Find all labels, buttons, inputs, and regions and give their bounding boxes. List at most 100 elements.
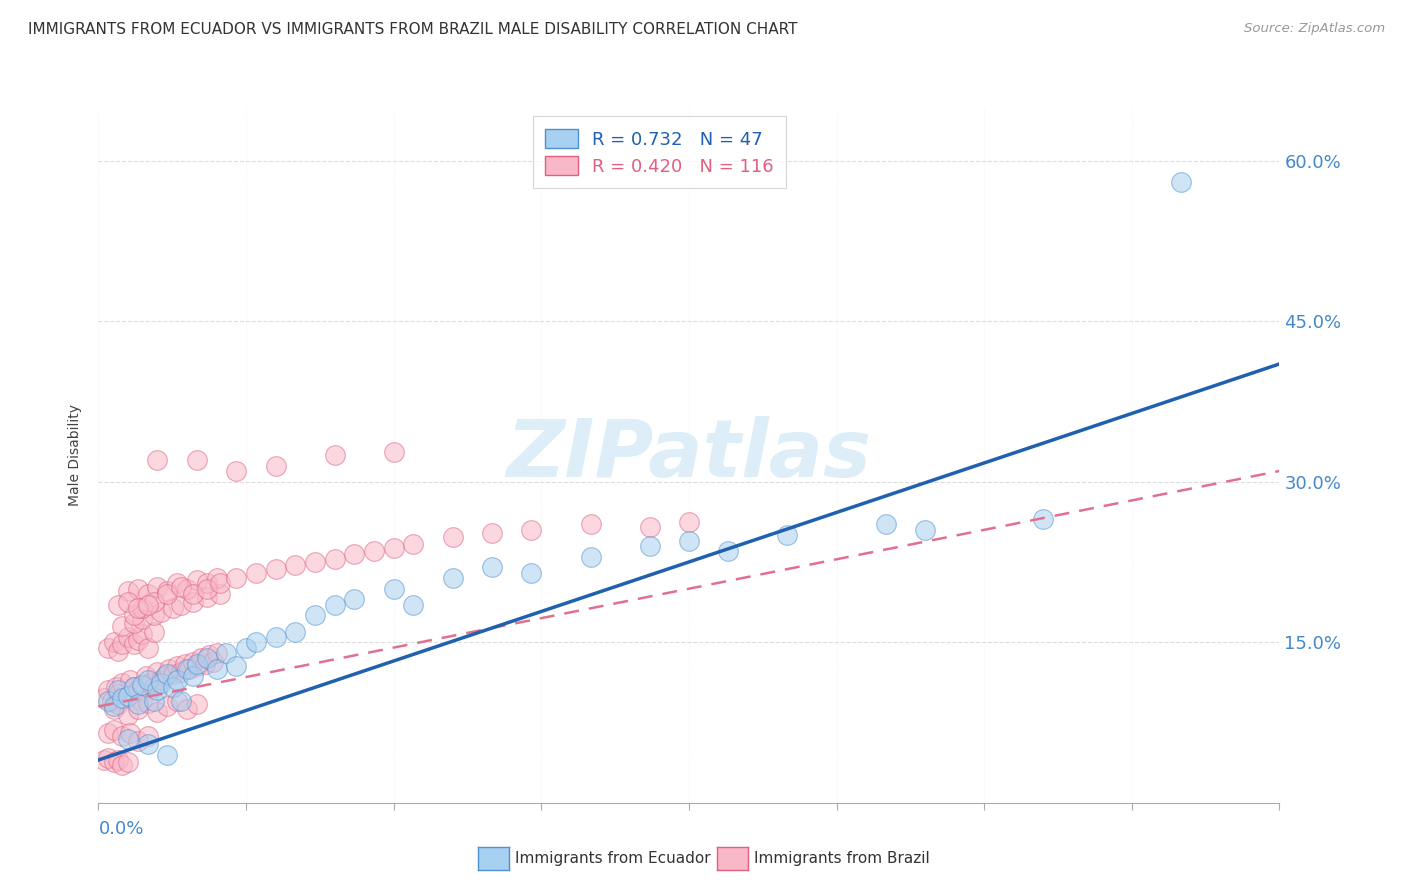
Point (323, 448, 346, 462)
Point (111, 730, 134, 744)
Point (215, 646, 238, 660)
Point (170, 694, 193, 708)
Point (441, 571, 464, 585)
Point (186, 573, 208, 587)
Point (162, 667, 184, 681)
Text: ZIPatlas: ZIPatlas (506, 416, 872, 494)
Point (481, 526, 503, 541)
Point (170, 580, 193, 594)
Point (195, 576, 218, 591)
Point (127, 601, 149, 615)
Point (146, 705, 169, 719)
Point (103, 723, 125, 737)
Point (195, 582, 218, 596)
Point (323, 598, 346, 612)
Point (579, 517, 602, 532)
Point (363, 544, 385, 558)
Point (111, 690, 134, 705)
Point (93, 753, 115, 767)
Point (190, 651, 212, 665)
Point (103, 701, 125, 715)
Point (97, 726, 120, 740)
Point (122, 637, 145, 651)
Point (117, 755, 139, 769)
Point (150, 676, 173, 690)
Point (122, 615, 145, 630)
Point (127, 733, 149, 747)
Point (150, 605, 173, 619)
Point (382, 582, 405, 596)
Point (186, 453, 208, 467)
Point (146, 453, 169, 467)
Point (156, 667, 179, 681)
Point (136, 587, 159, 601)
Point (264, 458, 287, 473)
Text: 0.0%: 0.0% (98, 821, 143, 838)
Point (181, 655, 204, 669)
Point (678, 533, 700, 548)
Point (142, 680, 165, 694)
Point (117, 594, 139, 608)
Point (118, 726, 141, 740)
Point (105, 680, 128, 694)
Point (638, 539, 661, 553)
Point (142, 594, 165, 608)
Point (135, 669, 157, 683)
Point (166, 658, 188, 673)
Point (205, 571, 228, 585)
Point (146, 683, 169, 698)
Point (225, 464, 247, 478)
Point (156, 747, 179, 762)
Point (107, 644, 129, 658)
Point (93, 690, 115, 705)
Point (162, 680, 184, 694)
Point (101, 694, 124, 708)
Point (176, 662, 198, 676)
Point (205, 662, 228, 676)
Point (136, 640, 159, 655)
Point (131, 626, 153, 640)
Point (914, 523, 936, 537)
Point (155, 669, 177, 683)
Point (176, 701, 198, 715)
Point (150, 673, 173, 687)
Point (97, 640, 120, 655)
Point (156, 699, 179, 714)
Point (284, 624, 307, 639)
Point (638, 519, 661, 533)
Point (195, 651, 218, 665)
Point (117, 689, 139, 703)
Point (284, 558, 307, 573)
Point (103, 635, 125, 649)
Point (678, 516, 700, 530)
Point (127, 633, 149, 648)
Point (402, 537, 425, 551)
Point (402, 598, 425, 612)
Point (194, 657, 217, 671)
Point (181, 587, 204, 601)
Point (127, 582, 149, 596)
Point (323, 551, 346, 566)
Point (97, 694, 120, 708)
Point (197, 648, 219, 662)
Point (142, 624, 165, 639)
Point (142, 608, 165, 623)
Point (1170, 175, 1192, 189)
Point (111, 758, 134, 772)
Point (441, 530, 464, 544)
Point (195, 591, 218, 605)
Text: Immigrants from Ecuador: Immigrants from Ecuador (515, 852, 710, 866)
Point (127, 701, 149, 715)
Point (122, 608, 145, 623)
Point (177, 662, 200, 676)
Point (115, 690, 138, 705)
Point (162, 601, 184, 615)
Point (136, 737, 159, 751)
Text: Immigrants from Brazil: Immigrants from Brazil (754, 852, 929, 866)
Point (142, 694, 165, 708)
Point (186, 658, 208, 673)
Point (264, 562, 287, 576)
Point (170, 665, 193, 680)
Point (264, 630, 287, 644)
Point (186, 698, 208, 712)
